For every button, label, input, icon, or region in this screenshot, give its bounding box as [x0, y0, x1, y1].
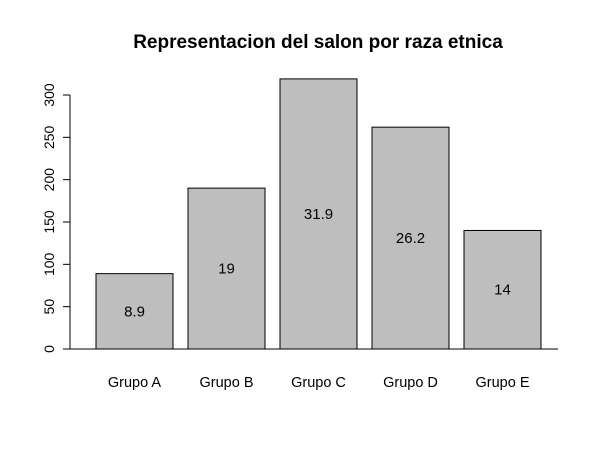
- x-category-label: Grupo A: [108, 375, 162, 391]
- y-axis: 0 50 100 150 200 250 300: [41, 83, 71, 353]
- bar-labels-group: 8.9 19 31.9 26.2 14: [124, 206, 511, 320]
- x-labels-group: Grupo A Grupo B Grupo C Grupo D Grupo E: [108, 375, 530, 391]
- bar-grupo-c: [279, 78, 358, 350]
- x-category-label: Grupo E: [476, 375, 530, 391]
- y-tick-label: 50: [41, 299, 57, 315]
- y-tick-label: 250: [41, 125, 57, 149]
- bars-group: [70, 78, 558, 350]
- y-tick-label: 100: [41, 252, 57, 276]
- y-tick-label: 200: [41, 168, 57, 192]
- bar-data-label: 31.9: [304, 206, 333, 223]
- x-category-label: Grupo D: [383, 375, 438, 391]
- chart-title: Representacion del salon por raza etnica: [133, 32, 503, 53]
- x-category-label: Grupo C: [291, 375, 346, 391]
- x-category-label: Grupo B: [200, 375, 254, 391]
- bar-data-label: 19: [218, 261, 235, 278]
- bar-data-label: 8.9: [124, 303, 145, 320]
- bar-data-label: 14: [494, 282, 511, 299]
- y-tick-label: 300: [41, 83, 57, 107]
- bar-data-label: 26.2: [396, 230, 425, 247]
- bar-grupo-e: [463, 229, 542, 350]
- bar-grupo-a: [95, 273, 174, 350]
- y-tick-label: 150: [41, 210, 57, 234]
- bar-grupo-b: [187, 187, 266, 350]
- bar-grupo-d: [371, 126, 450, 350]
- y-tick-label: 0: [41, 345, 57, 353]
